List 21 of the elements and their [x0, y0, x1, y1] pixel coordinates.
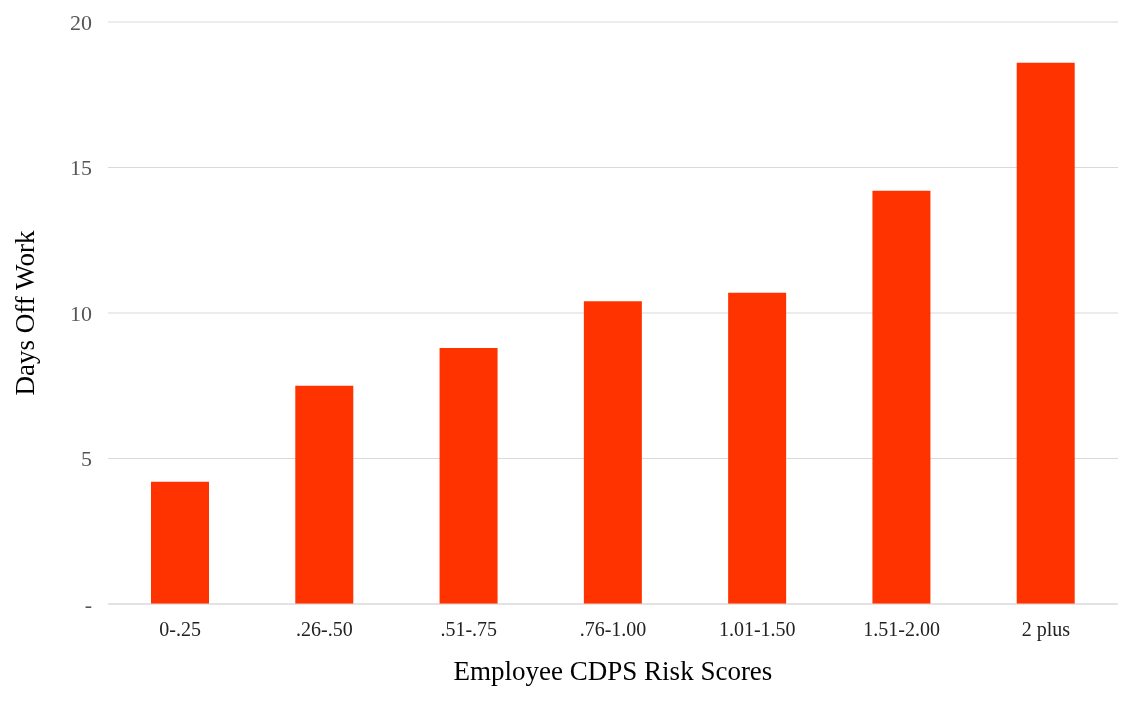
y-tick-label: 20 — [70, 9, 92, 35]
bar — [728, 292, 787, 604]
x-axis-title: Employee CDPS Risk Scores — [453, 656, 773, 686]
bar — [439, 347, 498, 604]
y-tick-label: - — [84, 591, 92, 617]
x-tick-label: 1.01-1.50 — [718, 618, 796, 641]
bar — [583, 301, 642, 604]
bar — [151, 481, 209, 604]
x-tick-label: .26-.50 — [296, 618, 353, 641]
x-tick-label: 2 plus — [1021, 618, 1071, 642]
x-tick-label: 1.51-2.00 — [863, 618, 940, 641]
x-tick-label: .51-.75 — [440, 618, 498, 641]
bar — [1016, 62, 1075, 604]
y-tick-label: 15 — [70, 155, 92, 181]
bar — [872, 190, 931, 604]
y-tick-label: 10 — [70, 300, 92, 326]
y-tick-label: 5 — [81, 446, 92, 472]
x-tick-label: .76-1.00 — [579, 618, 647, 641]
x-tick-label: 0-.25 — [159, 618, 201, 641]
y-axis-title: Days Off Work — [9, 230, 40, 396]
bar — [295, 385, 354, 604]
